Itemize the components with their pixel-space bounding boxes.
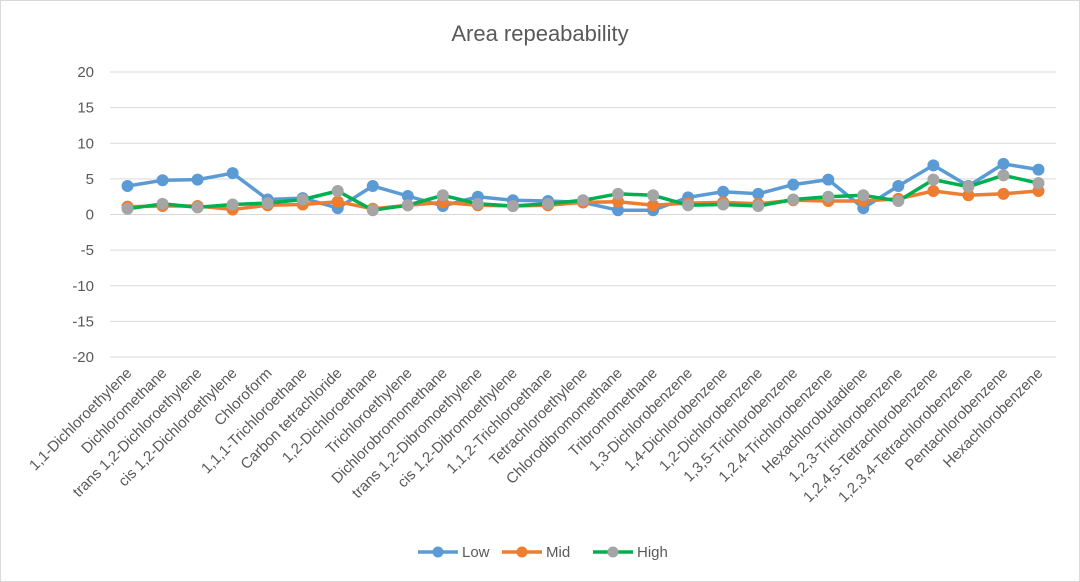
data-point-high[interactable] xyxy=(191,201,204,214)
legend-label-high: High xyxy=(637,544,668,561)
data-point-high[interactable] xyxy=(612,187,625,200)
legend-marker-high xyxy=(607,546,619,558)
y-tick-label: 0 xyxy=(86,207,94,224)
data-point-low[interactable] xyxy=(226,167,239,180)
chart-title: Area repeabability xyxy=(451,21,628,46)
data-point-mid[interactable] xyxy=(647,199,660,212)
x-axis-category-labels: 1,1-DichloroethyleneDichloromethanetrans… xyxy=(26,365,1046,506)
data-point-high[interactable] xyxy=(962,180,975,193)
y-tick-label: 10 xyxy=(77,135,94,152)
data-point-high[interactable] xyxy=(471,197,484,210)
y-tick-label: -20 xyxy=(72,349,94,366)
data-point-low[interactable] xyxy=(1032,163,1045,176)
data-point-low[interactable] xyxy=(997,157,1010,170)
data-point-high[interactable] xyxy=(366,204,379,217)
data-point-high[interactable] xyxy=(787,193,800,206)
legend-label-mid: Mid xyxy=(546,544,570,561)
data-point-high[interactable] xyxy=(541,197,554,210)
data-point-high[interactable] xyxy=(331,184,344,197)
data-point-low[interactable] xyxy=(121,180,134,192)
y-tick-label: 5 xyxy=(86,171,94,188)
data-point-high[interactable] xyxy=(436,189,449,202)
data-point-high[interactable] xyxy=(647,189,660,202)
data-point-high[interactable] xyxy=(997,169,1010,182)
data-point-high[interactable] xyxy=(296,193,309,206)
y-tick-label: -10 xyxy=(72,278,94,295)
data-point-high[interactable] xyxy=(156,197,169,210)
data-point-high[interactable] xyxy=(506,199,519,212)
data-point-mid[interactable] xyxy=(927,184,940,197)
data-point-mid[interactable] xyxy=(331,195,344,208)
data-point-low[interactable] xyxy=(822,173,835,186)
y-tick-label: -15 xyxy=(72,313,94,330)
y-tick-label: -5 xyxy=(81,242,94,259)
data-point-high[interactable] xyxy=(401,199,414,212)
data-point-high[interactable] xyxy=(577,194,589,207)
data-point-low[interactable] xyxy=(927,159,940,172)
legend-item-low[interactable]: Low xyxy=(418,544,490,561)
data-point-high[interactable] xyxy=(1032,177,1045,190)
data-point-low[interactable] xyxy=(156,174,169,187)
data-point-high[interactable] xyxy=(121,202,134,215)
legend[interactable]: Low Mid High xyxy=(418,544,668,561)
legend-item-high[interactable]: High xyxy=(593,544,668,561)
gridlines xyxy=(110,71,1056,358)
data-point-high[interactable] xyxy=(892,194,905,207)
y-axis-tick-labels: -20 -15 -10 -5 0 5 10 15 20 xyxy=(72,64,94,366)
data-point-mid[interactable] xyxy=(997,187,1010,200)
data-point-low[interactable] xyxy=(717,185,730,198)
series-high xyxy=(121,169,1045,217)
data-point-high[interactable] xyxy=(857,189,870,202)
data-point-high[interactable] xyxy=(752,199,765,212)
data-point-high[interactable] xyxy=(717,198,730,211)
data-point-low[interactable] xyxy=(752,187,765,200)
series-lines xyxy=(121,157,1045,217)
data-point-low[interactable] xyxy=(191,173,204,186)
legend-marker-mid xyxy=(516,546,528,558)
y-tick-label: 15 xyxy=(77,100,94,117)
data-point-high[interactable] xyxy=(226,198,239,211)
legend-label-low: Low xyxy=(462,544,490,561)
y-tick-label: 20 xyxy=(77,64,94,81)
data-point-high[interactable] xyxy=(682,199,695,212)
legend-marker-low xyxy=(432,546,444,558)
data-point-low[interactable] xyxy=(366,180,379,192)
data-point-high[interactable] xyxy=(927,173,940,186)
data-point-low[interactable] xyxy=(787,178,800,191)
data-point-low[interactable] xyxy=(892,180,905,192)
data-point-high[interactable] xyxy=(261,197,274,210)
data-point-high[interactable] xyxy=(822,190,835,203)
legend-item-mid[interactable]: Mid xyxy=(502,544,570,561)
